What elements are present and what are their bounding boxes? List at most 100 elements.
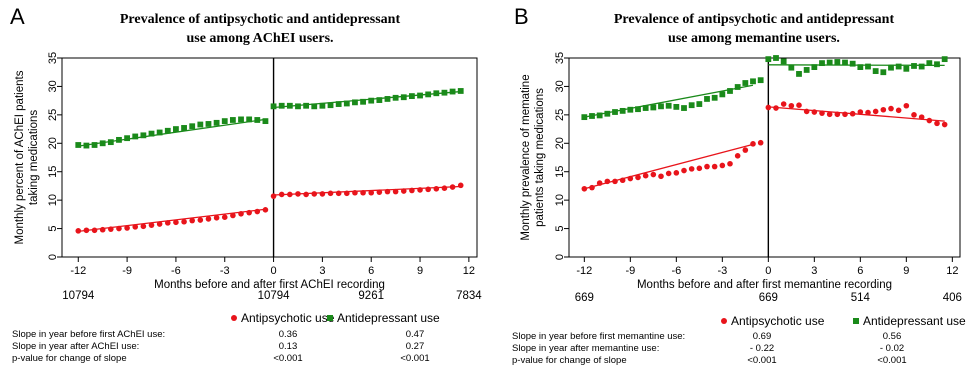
data-point xyxy=(108,226,114,232)
data-point xyxy=(842,111,848,118)
data-point xyxy=(384,96,391,102)
stats-antidepressant-1: 0.27 xyxy=(405,341,425,352)
data-point xyxy=(99,226,106,233)
n-at-risk-label: 9261 xyxy=(358,290,384,302)
data-point xyxy=(360,189,366,196)
y-tick-label: 35 xyxy=(47,52,59,64)
x-tick-label: 6 xyxy=(368,265,374,277)
data-point xyxy=(650,104,657,111)
data-point xyxy=(376,189,383,195)
x-tick-label: -12 xyxy=(576,265,592,277)
legend-marker xyxy=(853,318,859,324)
data-point xyxy=(352,99,358,106)
y-tick-label: 10 xyxy=(554,194,566,206)
data-point xyxy=(189,123,196,130)
y-tick-label: 5 xyxy=(554,226,566,232)
data-point xyxy=(311,103,318,110)
data-point xyxy=(642,105,649,111)
panel-b: B Prevalence of antipsychotic and antide… xyxy=(484,0,969,366)
data-point xyxy=(619,107,626,114)
data-point xyxy=(238,210,244,217)
data-point xyxy=(425,91,432,98)
stats-antipsychotic-1: - 0.22 xyxy=(749,343,775,354)
data-point xyxy=(116,136,122,143)
data-point xyxy=(295,103,301,110)
data-point xyxy=(711,94,718,101)
y-axis-label: Monthly percent of AChEI patients xyxy=(14,70,26,244)
data-point xyxy=(704,163,710,170)
n-at-risk-label: 406 xyxy=(943,292,962,304)
data-point xyxy=(335,190,342,197)
data-point xyxy=(140,223,147,230)
data-point xyxy=(335,101,342,107)
data-point xyxy=(865,63,871,70)
data-point xyxy=(635,106,641,113)
data-point xyxy=(441,185,448,192)
data-point xyxy=(750,78,756,85)
data-point xyxy=(75,142,82,148)
data-point xyxy=(376,97,383,103)
y-tick-label: 30 xyxy=(47,80,59,92)
data-point xyxy=(849,110,856,117)
data-point xyxy=(642,172,649,179)
data-point xyxy=(604,110,611,117)
data-point xyxy=(788,102,795,109)
data-point xyxy=(665,170,672,177)
data-point xyxy=(926,60,933,67)
panel-a: A Prevalence of antipsychotic and antide… xyxy=(0,0,484,364)
data-point xyxy=(742,80,749,86)
n-at-risk-label: 10794 xyxy=(62,290,95,302)
chart-title-line1: Prevalence of antipsychotic and antidepr… xyxy=(119,12,401,27)
x-tick-label: 9 xyxy=(903,265,909,277)
data-point xyxy=(368,189,375,196)
data-point xyxy=(665,102,672,109)
data-point xyxy=(811,109,818,115)
n-at-risk-label: 7834 xyxy=(456,290,482,302)
y-tick-label: 10 xyxy=(47,194,59,206)
data-point xyxy=(164,127,171,134)
data-point xyxy=(811,64,818,70)
stats-antidepressant-1: - 0.02 xyxy=(879,343,905,354)
data-point xyxy=(727,160,733,167)
data-point xyxy=(865,109,871,116)
data-point xyxy=(91,142,98,148)
x-tick-label: -9 xyxy=(625,265,635,277)
stats-antipsychotic-2: <0.001 xyxy=(747,355,777,366)
data-point xyxy=(384,188,391,195)
data-point xyxy=(857,109,864,115)
y-tick-label: 35 xyxy=(554,52,566,64)
n-at-risk-label: 10794 xyxy=(258,290,291,302)
data-point xyxy=(757,139,764,146)
data-point xyxy=(911,63,917,69)
panel-letter: B xyxy=(514,4,529,29)
y-axis-label: patients taking medications xyxy=(534,88,546,227)
data-point xyxy=(124,135,130,142)
fit-line-after xyxy=(273,90,461,109)
data-point xyxy=(116,225,122,232)
data-point xyxy=(696,101,703,107)
chart-title: Prevalence of antipsychotic and antidepr… xyxy=(60,10,460,48)
data-point xyxy=(181,218,187,225)
plot-frame xyxy=(61,57,478,258)
x-tick-label: -9 xyxy=(122,265,132,277)
data-point xyxy=(711,163,718,170)
data-point xyxy=(295,191,301,197)
data-point xyxy=(727,88,733,94)
y-tick-label: 15 xyxy=(554,166,566,178)
data-point xyxy=(392,188,399,195)
data-point xyxy=(880,69,887,76)
data-point xyxy=(619,177,626,184)
data-point xyxy=(719,91,726,98)
legend-marker xyxy=(721,318,727,324)
data-point xyxy=(189,217,195,224)
data-point xyxy=(132,224,139,230)
data-point xyxy=(246,209,252,216)
data-point xyxy=(107,139,114,146)
data-point xyxy=(262,207,269,213)
data-point xyxy=(262,118,269,125)
data-point xyxy=(780,101,787,107)
x-axis-label: Months before and after first memantine … xyxy=(637,279,892,291)
y-tick-label: 25 xyxy=(47,109,59,121)
data-point xyxy=(409,187,415,194)
x-axis-label: Months before and after first AChEI reco… xyxy=(154,279,385,291)
